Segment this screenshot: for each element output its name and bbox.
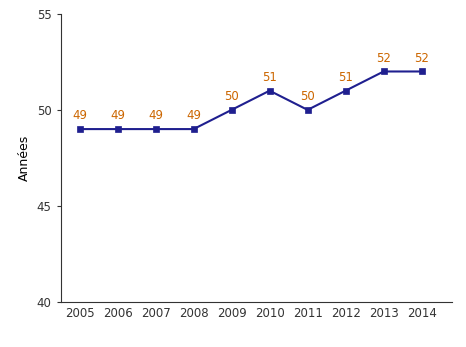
Text: 49: 49 xyxy=(72,109,87,122)
Text: 49: 49 xyxy=(148,109,163,122)
Text: 50: 50 xyxy=(300,90,315,103)
Text: 52: 52 xyxy=(414,52,429,65)
Text: 52: 52 xyxy=(376,52,391,65)
Y-axis label: Années: Années xyxy=(18,135,31,181)
Text: 51: 51 xyxy=(262,71,277,84)
Text: 51: 51 xyxy=(338,71,353,84)
Text: 49: 49 xyxy=(110,109,125,122)
Text: 49: 49 xyxy=(186,109,201,122)
Text: 50: 50 xyxy=(224,90,239,103)
